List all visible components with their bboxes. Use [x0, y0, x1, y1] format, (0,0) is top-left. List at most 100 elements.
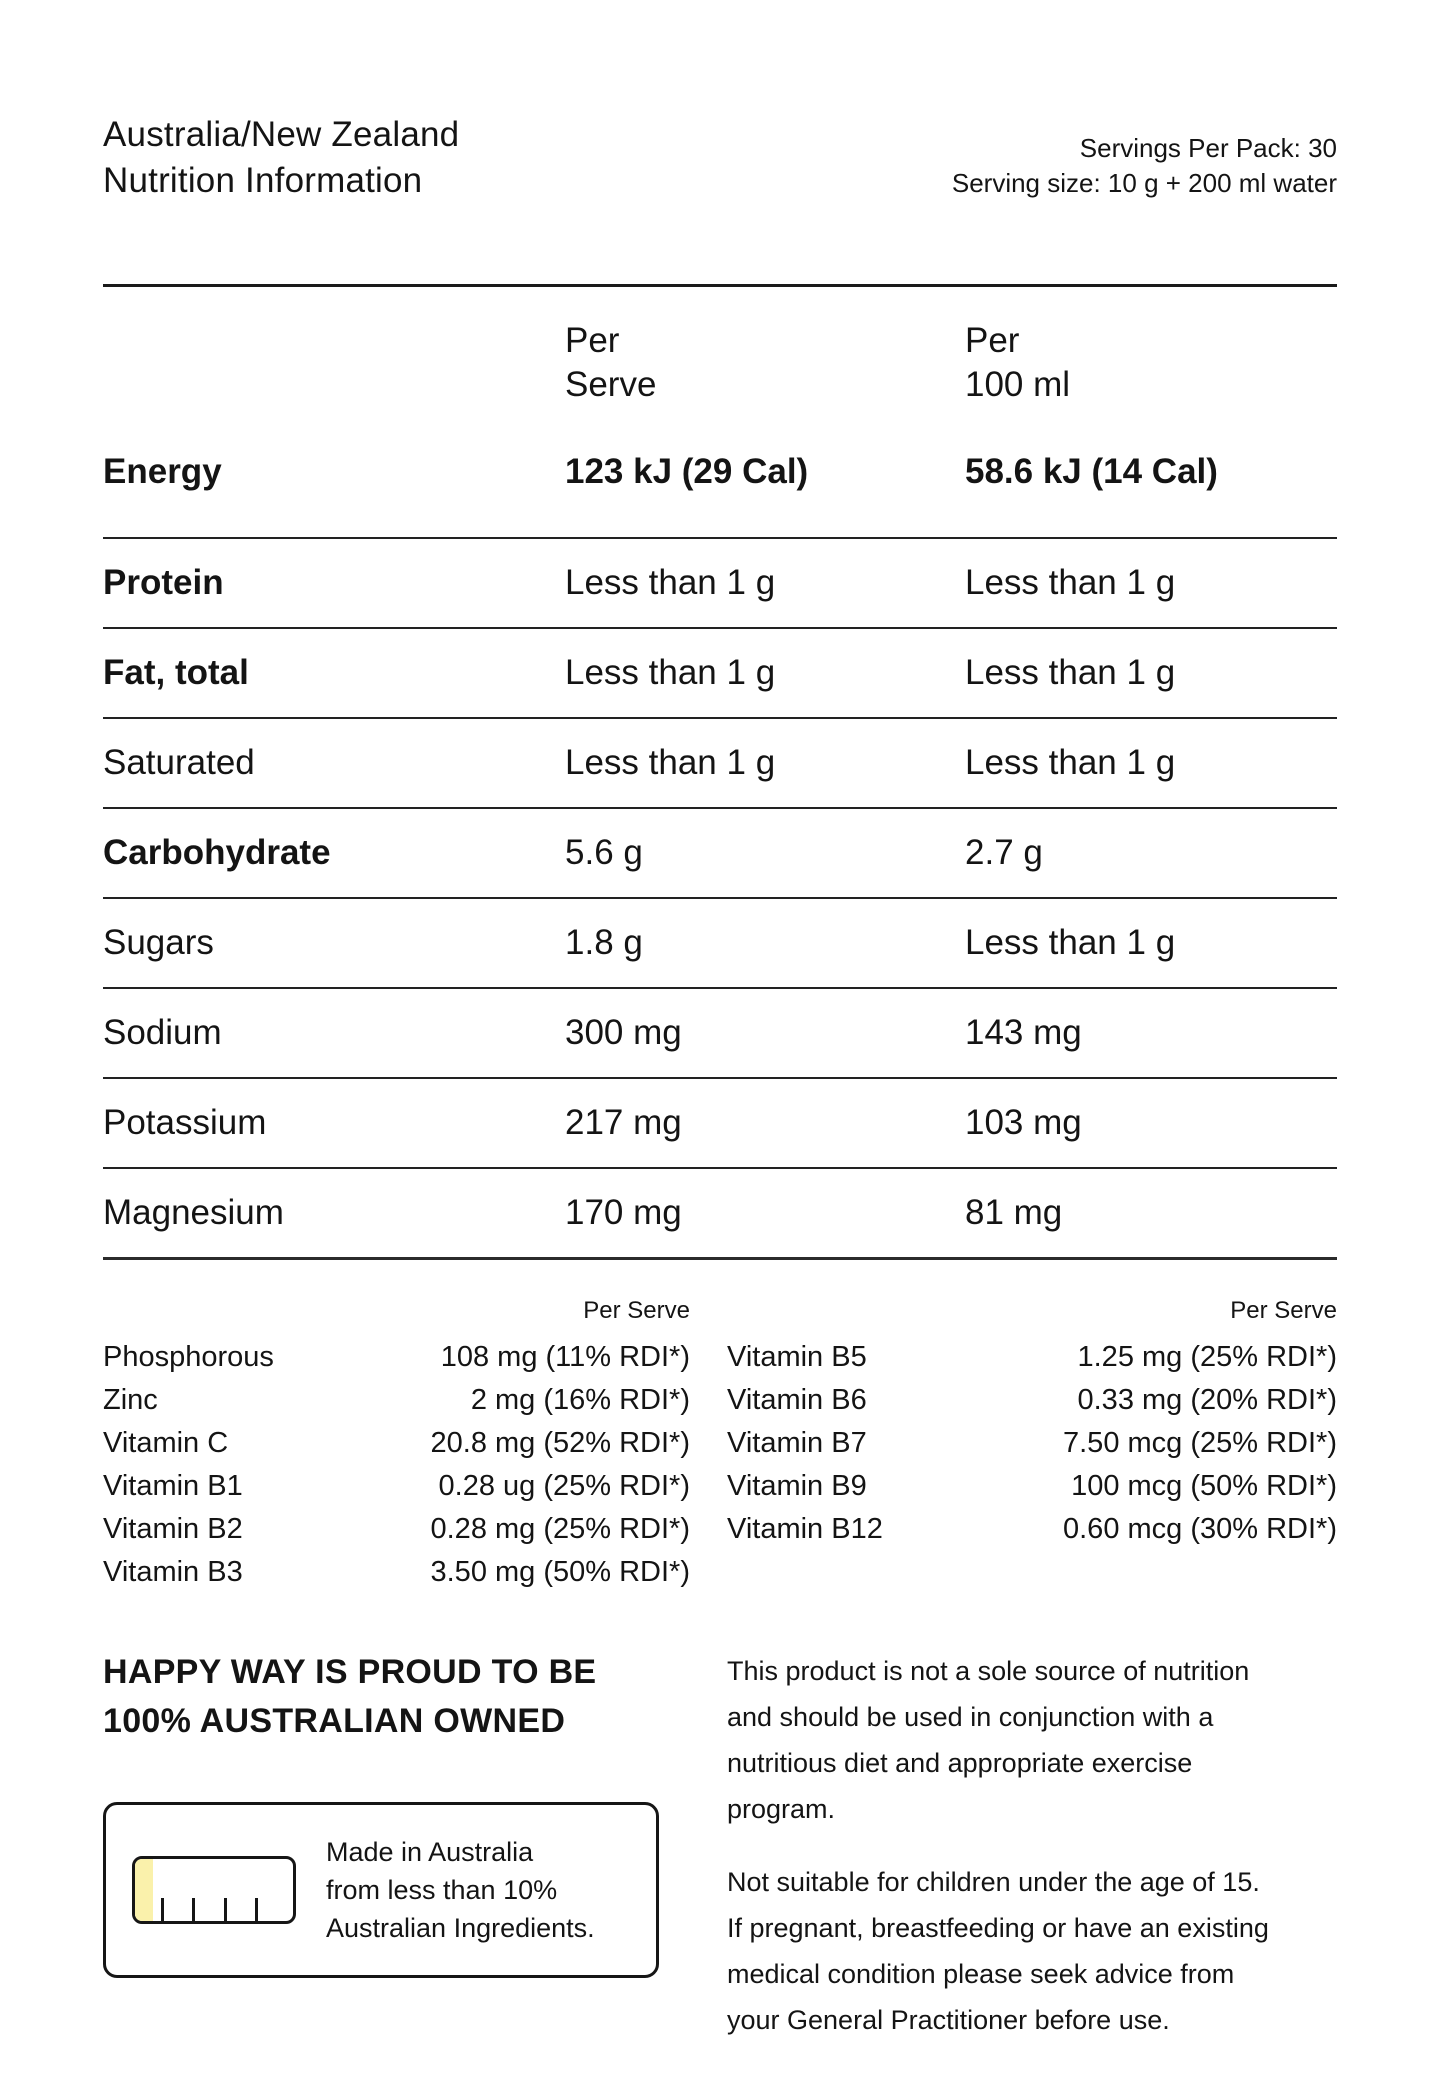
- row-per-100ml-value: 58.6 kJ (14 Cal): [965, 452, 1218, 491]
- disclaimer-sole-source: This product is not a sole source of nut…: [727, 1656, 1250, 1824]
- per-100ml-line-2: 100 ml: [965, 365, 1071, 404]
- table-top-rule: [103, 284, 1337, 287]
- table-row-protein: Protein Less than 1 g Less than 1 g: [103, 539, 1337, 629]
- micronutrients-left-column: Per Serve Phosphorous 108 mg (11% RDI*) …: [103, 1294, 690, 1594]
- serving-info: Servings Per Pack: 30 Serving size: 10 g…: [952, 131, 1337, 204]
- row-per-serve-value: Less than 1 g: [565, 743, 776, 782]
- disclaimer-suitability: Not suitable for children under the age …: [727, 1867, 1269, 2035]
- micronutrient-row-vitamin-b5: Vitamin B5 1.25 mg (25% RDI*): [727, 1336, 1337, 1379]
- micronutrient-name: Vitamin C: [103, 1427, 229, 1459]
- row-label: Sodium: [103, 1013, 222, 1052]
- row-label: Energy: [103, 452, 222, 491]
- micronutrient-value: 0.28 ug (25% RDI*): [438, 1470, 690, 1502]
- row-per-serve-value: 123 kJ (29 Cal): [565, 452, 809, 491]
- per-serve-subheader: Per Serve: [1230, 1297, 1337, 1324]
- micronutrient-name: Zinc: [103, 1384, 158, 1416]
- footer-section: HAPPY WAY IS PROUD TO BE 100% AUSTRALIAN…: [103, 1648, 1337, 2043]
- micronutrients-section: Per Serve Phosphorous 108 mg (11% RDI*) …: [103, 1294, 1337, 1594]
- servings-per-pack: Servings Per Pack: 30: [1079, 133, 1337, 163]
- row-per-serve-value: 5.6 g: [565, 833, 643, 872]
- per-serve-subheader: Per Serve: [583, 1297, 690, 1324]
- micronutrient-name: Vitamin B2: [103, 1513, 243, 1545]
- table-row-energy: Energy 123 kJ (29 Cal) 58.6 kJ (14 Cal): [103, 407, 1337, 539]
- micronutrient-value: 20.8 mg (52% RDI*): [430, 1427, 691, 1459]
- table-row-fat-total: Fat, total Less than 1 g Less than 1 g: [103, 629, 1337, 719]
- made-in-australia-text: Made in Australia from less than 10% Aus…: [326, 1833, 595, 1947]
- table-row-potassium: Potassium 217 mg 103 mg: [103, 1079, 1337, 1169]
- brand-statement-line-1: HAPPY WAY IS PROUD TO BE: [103, 1653, 597, 1691]
- row-label: Magnesium: [103, 1193, 284, 1232]
- micronutrient-row-zinc: Zinc 2 mg (16% RDI*): [103, 1379, 690, 1422]
- micronutrient-name: Vitamin B1: [103, 1470, 243, 1502]
- page-title-line-2: Nutrition Information: [103, 161, 423, 200]
- micronutrient-row-vitamin-c: Vitamin C 20.8 mg (52% RDI*): [103, 1422, 690, 1465]
- table-row-sodium: Sodium 300 mg 143 mg: [103, 989, 1337, 1079]
- masthead: Australia/New Zealand Nutrition Informat…: [103, 112, 1337, 204]
- row-per-100ml-value: 81 mg: [965, 1193, 1063, 1232]
- made-in-line-2: from less than 10%: [326, 1875, 558, 1905]
- row-per-100ml-value: Less than 1 g: [965, 563, 1176, 602]
- column-header-per-serve: Per Serve: [565, 319, 965, 407]
- micronutrient-name: Phosphorous: [103, 1341, 274, 1373]
- row-label: Fat, total: [103, 653, 249, 692]
- micronutrient-row-vitamin-b12: Vitamin B12 0.60 mcg (30% RDI*): [727, 1508, 1337, 1551]
- page-title: Australia/New Zealand Nutrition Informat…: [103, 112, 459, 204]
- micronutrient-row-vitamin-b3: Vitamin B3 3.50 mg (50% RDI*): [103, 1551, 690, 1594]
- table-row-sugars: Sugars 1.8 g Less than 1 g: [103, 899, 1337, 989]
- row-per-serve-value: Less than 1 g: [565, 653, 776, 692]
- per-100ml-line-1: Per: [965, 321, 1020, 360]
- row-label: Sugars: [103, 923, 214, 962]
- brand-statement: HAPPY WAY IS PROUD TO BE 100% AUSTRALIAN…: [103, 1648, 690, 1746]
- micronutrient-value: 0.33 mg (20% RDI*): [1077, 1384, 1338, 1416]
- micronutrient-value: 7.50 mcg (25% RDI*): [1063, 1427, 1337, 1459]
- micronutrient-value: 2 mg (16% RDI*): [470, 1384, 690, 1416]
- micronutrient-row-vitamin-b2: Vitamin B2 0.28 mg (25% RDI*): [103, 1508, 690, 1551]
- micronutrient-row-vitamin-b1: Vitamin B1 0.28 ug (25% RDI*): [103, 1465, 690, 1508]
- brand-statement-line-2: 100% AUSTRALIAN OWNED: [103, 1702, 566, 1740]
- micronutrient-row-vitamin-b6: Vitamin B6 0.33 mg (20% RDI*): [727, 1379, 1337, 1422]
- table-row-carbohydrate: Carbohydrate 5.6 g 2.7 g: [103, 809, 1337, 899]
- micronutrient-value: 0.28 mg (25% RDI*): [430, 1513, 691, 1545]
- row-per-100ml-value: 2.7 g: [965, 833, 1043, 872]
- table-column-headers: Per Serve Per 100 ml: [103, 287, 1337, 407]
- micronutrient-row-vitamin-b7: Vitamin B7 7.50 mcg (25% RDI*): [727, 1422, 1337, 1465]
- micronutrient-name: Vitamin B5: [727, 1341, 867, 1373]
- micronutrient-value: 100 mcg (50% RDI*): [1071, 1470, 1337, 1502]
- footer-right-column: This product is not a sole source of nut…: [727, 1648, 1337, 2043]
- table-row-magnesium: Magnesium 170 mg 81 mg: [103, 1169, 1337, 1260]
- made-in-line-1: Made in Australia: [326, 1837, 534, 1867]
- row-label: Protein: [103, 563, 224, 602]
- row-label: Carbohydrate: [103, 833, 331, 872]
- made-in-line-3: Australian Ingredients.: [326, 1913, 595, 1943]
- micronutrient-name: Vitamin B7: [727, 1427, 867, 1459]
- footer-left-column: HAPPY WAY IS PROUD TO BE 100% AUSTRALIAN…: [103, 1648, 690, 2043]
- column-header-per-100ml: Per 100 ml: [965, 319, 1337, 407]
- per-serve-line-1: Per: [565, 321, 620, 360]
- micronutrient-name: Vitamin B6: [727, 1384, 867, 1416]
- micronutrient-row-vitamin-b9: Vitamin B9 100 mcg (50% RDI*): [727, 1465, 1337, 1508]
- row-per-serve-value: 1.8 g: [565, 923, 643, 962]
- per-serve-line-2: Serve: [565, 365, 657, 404]
- row-per-100ml-value: 103 mg: [965, 1103, 1082, 1142]
- page-title-line-1: Australia/New Zealand: [103, 115, 460, 154]
- micronutrients-right-column: Per Serve Vitamin B5 1.25 mg (25% RDI*) …: [727, 1294, 1337, 1594]
- gauge-fill: [135, 1859, 153, 1921]
- serving-size: Serving size: 10 g + 200 ml water: [951, 168, 1337, 198]
- micronutrient-name: Vitamin B3: [103, 1556, 243, 1588]
- table-row-saturated: Saturated Less than 1 g Less than 1 g: [103, 719, 1337, 809]
- micronutrient-value: 108 mg (11% RDI*): [440, 1341, 690, 1373]
- ingredient-gauge-icon: [132, 1856, 296, 1924]
- row-per-100ml-value: Less than 1 g: [965, 743, 1176, 782]
- row-label: Potassium: [103, 1103, 267, 1142]
- row-per-100ml-value: 143 mg: [965, 1013, 1082, 1052]
- micronutrient-value: 1.25 mg (25% RDI*): [1077, 1341, 1338, 1373]
- column-header-spacer: [103, 319, 565, 407]
- micronutrient-value: 3.50 mg (50% RDI*): [430, 1556, 691, 1588]
- row-per-serve-value: 217 mg: [565, 1103, 682, 1142]
- row-per-100ml-value: Less than 1 g: [965, 923, 1176, 962]
- micronutrient-name: Vitamin B12: [727, 1513, 883, 1545]
- micronutrient-value: 0.60 mcg (30% RDI*): [1063, 1513, 1337, 1545]
- row-label: Saturated: [103, 743, 255, 782]
- row-per-100ml-value: Less than 1 g: [965, 653, 1176, 692]
